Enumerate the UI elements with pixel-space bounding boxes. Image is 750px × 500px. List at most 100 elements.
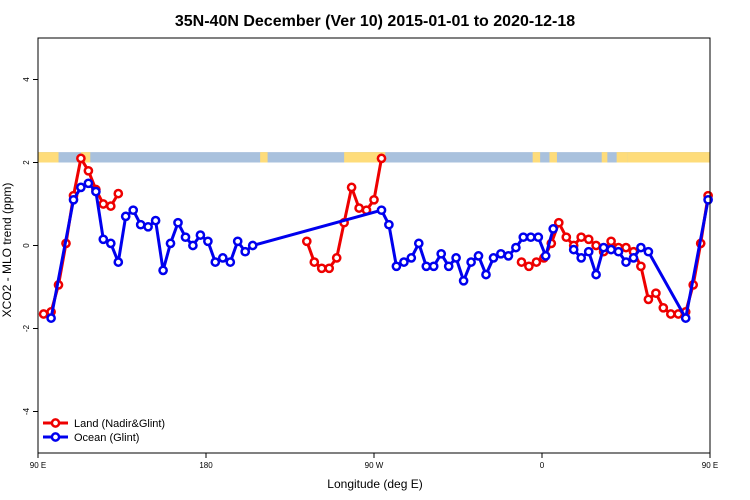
data-point [247,240,258,251]
data-point [165,238,176,249]
data-point [225,257,236,267]
series-line [49,181,555,319]
data-point [369,194,379,205]
data-point [240,246,251,257]
x-tick-label: 0 [540,461,545,470]
data-point [621,257,631,267]
data-point [354,203,364,213]
data-point [135,219,146,230]
data-point [98,234,109,245]
data-point [591,240,601,251]
data-point [324,263,335,274]
data-point [643,246,654,257]
data-point [568,244,579,255]
land-strip-segment [38,152,59,163]
legend-item: Land (Nadir&Glint) [43,418,165,430]
data-point [217,253,228,263]
data-point [628,253,639,263]
data-point [399,257,409,267]
data-point [553,217,564,228]
data-point [583,234,594,245]
data-point [173,217,183,228]
data-point [91,186,101,197]
data-point [232,236,243,247]
x-axis-label: Longitude (deg E) [327,477,422,491]
legend-label: Land (Nadir&Glint) [74,418,165,430]
data-point [680,313,691,323]
data-point [458,275,469,286]
land-strip-segment [344,152,386,163]
data-point [128,205,139,216]
data-point [413,238,424,249]
data-point [76,182,86,193]
data-point [651,288,661,299]
data-point [481,269,491,280]
data-point [591,269,601,280]
data-point [576,253,587,263]
legend-swatch-marker [50,418,61,428]
data-point [46,313,56,323]
data-point [301,236,312,247]
data-point [76,153,86,164]
data-point [606,244,616,255]
data-point [316,263,327,274]
land-strip-segment [627,152,710,163]
data-point [531,257,542,267]
data-point [83,178,94,189]
y-axis: -4 -2 0 2 4 [22,77,38,415]
data-point [384,219,394,230]
series-land [38,153,713,319]
legend: Land (Nadir&Glint) Ocean (Glint) [43,418,165,444]
y-tick-label: 2 [22,160,31,165]
data-point [598,242,609,253]
legend-label: Ocean (Glint) [74,432,139,444]
land-ocean-mask-strip [38,152,710,163]
x-tick-label: 90 E [702,461,718,470]
data-point [583,246,594,257]
data-point [421,261,432,272]
data-point [524,261,534,272]
data-point [636,261,646,272]
data-point [105,201,116,211]
series-ocean [46,178,713,323]
data-point [451,253,461,263]
data-point [636,242,646,253]
data-point [143,221,153,232]
data-point [540,251,551,261]
data-point [331,253,342,263]
data-point [643,294,654,305]
data-point [83,165,94,176]
legend-swatch-marker [50,432,61,442]
data-point [436,248,447,259]
y-tick-label: 0 [22,243,31,248]
data-point [406,253,417,263]
data-point [113,188,124,199]
data-point [488,253,499,263]
data-point [180,232,191,243]
legend-item: Ocean (Glint) [43,432,139,444]
data-point [606,236,616,247]
data-point [503,251,514,261]
data-point [210,257,221,267]
land-strip-segment [260,152,268,163]
y-tick-label: -2 [22,324,31,332]
data-point [511,242,521,253]
y-axis-label: XCO2 - MLO trend (ppm) [0,183,14,318]
data-point [68,194,79,205]
data-point [376,153,387,164]
data-point [516,257,527,267]
data-point [195,230,206,240]
data-point [466,257,476,267]
data-point [113,257,124,267]
data-point [518,232,529,243]
data-point [496,248,506,259]
data-point [309,257,320,267]
data-point [561,232,572,243]
data-point [150,215,161,226]
data-point [98,199,109,209]
data-point [391,261,402,272]
data-point [665,309,676,319]
data-point [525,232,536,243]
